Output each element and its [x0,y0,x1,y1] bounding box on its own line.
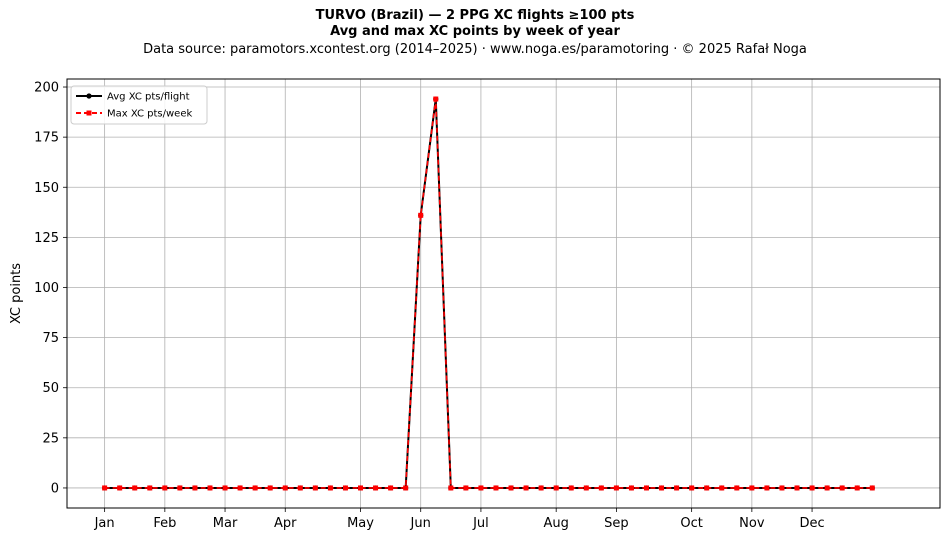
data-point-max [418,212,424,218]
data-point-max [207,485,213,491]
data-point-max [538,485,544,491]
data-point-max [613,485,619,491]
data-point-max [493,485,499,491]
plot-area-frame [66,78,941,509]
chart-title: TURVO (Brazil) — 2 PPG XC flights ≥100 p… [315,8,635,23]
data-point-max [192,485,198,491]
data-point-max [839,485,845,491]
data-point-max [132,485,138,491]
y-tick-label: 0 [51,481,59,496]
grid-lines [67,79,940,508]
y-tick-label: 50 [42,381,59,396]
x-tick-label: Sep [604,516,629,531]
x-tick-label: Oct [680,516,702,531]
data-point-max [403,485,409,491]
data-point-max [177,485,183,491]
y-tick-label: 100 [34,281,59,296]
data-point-max [553,485,559,491]
data-point-max [764,485,770,491]
y-tick-label: 75 [42,331,59,346]
y-tick-label: 25 [42,431,59,446]
legend: Avg XC pts/flight Max XC pts/week [70,85,208,125]
data-point-max [117,485,123,491]
x-tick-label: Jun [410,516,431,531]
data-point-max [147,485,153,491]
data-point-max [433,96,439,102]
data-point-max [252,485,258,491]
y-tick-label: 125 [34,231,59,246]
data-point-max [719,485,725,491]
data-point-max [478,485,484,491]
data-point-max [523,485,529,491]
data-point-max [162,485,168,491]
data-point-max [388,485,394,491]
x-tick-label: Dec [799,516,824,531]
data-point-max [342,485,348,491]
data-point-max [704,485,710,491]
data-point-max [659,485,665,491]
y-tick-label: 175 [34,131,59,146]
data-point-max [628,485,634,491]
data-point-max [327,485,333,491]
data-point-max [809,485,815,491]
data-point-max [854,485,860,491]
data-point-max [583,485,589,491]
x-tick-label: Feb [153,516,176,531]
axes: 0 25 50 75 100 125 150 175 200 Jan Feb Mar Apr May Jun… [34,81,824,531]
data-point-max [267,485,273,491]
data-point-max [674,485,680,491]
legend-marker-avg [86,93,92,99]
legend-box [70,85,208,125]
x-tick-label: May [347,516,374,531]
data-point-max [749,485,755,491]
data-point-max [734,485,740,491]
data-point-max [463,485,469,491]
data-point-max [689,485,695,491]
series-line-avg [104,98,873,489]
y-axis-label: XC points [9,263,24,324]
x-tick-label: Jan [94,516,115,531]
series-lines [102,96,875,491]
chart-source-note: Data source: paramotors.xcontest.org (20… [143,42,807,57]
data-point-max [794,485,800,491]
data-point-max [824,485,830,491]
x-tick-label: Aug [543,516,568,531]
data-point-max [508,485,514,491]
x-tick-label: Mar [213,516,238,531]
data-point-max [779,485,785,491]
x-tick-label: Nov [739,516,765,531]
chart-subtitle: Avg and max XC points by week of year [330,24,620,39]
y-tick-label: 200 [34,81,59,96]
data-point-max [568,485,574,491]
data-point-max [312,485,318,491]
x-tick-label: Apr [274,516,297,531]
data-point-max [373,485,379,491]
legend-label-avg: Avg XC pts/flight [107,92,190,103]
x-tick-label: Jul [472,516,489,531]
data-point-max [869,485,875,491]
data-point-max [102,485,108,491]
data-point-max [297,485,303,491]
legend-label-max: Max XC pts/week [107,109,192,120]
legend-marker-max [86,110,92,116]
data-point-max [643,485,649,491]
data-point-max [598,485,604,491]
series-line-max [104,98,873,489]
data-point-max [282,485,288,491]
data-point-max [237,485,243,491]
data-point-max [358,485,364,491]
data-point-max [222,485,228,491]
data-point-max [448,485,454,491]
y-tick-label: 150 [34,181,59,196]
